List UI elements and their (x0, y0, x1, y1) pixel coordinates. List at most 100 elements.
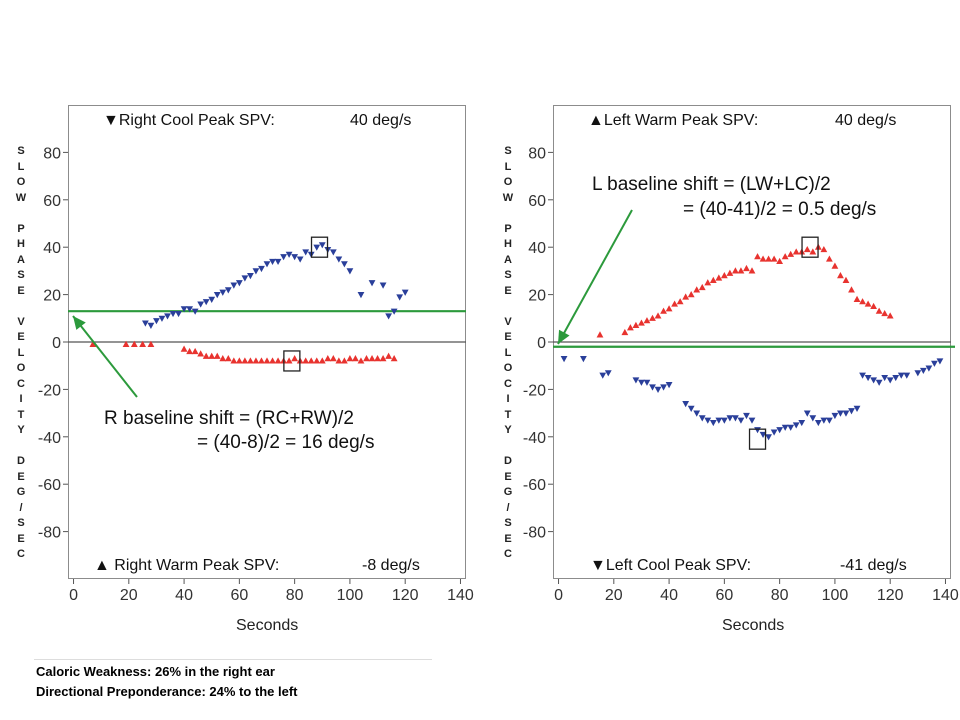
y-tick-label: -40 (38, 430, 61, 447)
data-point-down-triangle (247, 273, 254, 280)
data-point-up-triangle (709, 276, 717, 283)
data-point-down-triangle (925, 365, 933, 372)
annotation-arrow-head (558, 329, 570, 344)
data-point-down-triangle (164, 313, 171, 320)
right-annotation-line2: = (40-41)/2 = 0.5 deg/s (683, 199, 877, 220)
data-point-down-triangle (693, 410, 701, 417)
data-point-down-triangle (235, 280, 243, 287)
data-point-up-triangle (180, 345, 188, 352)
data-point-down-triangle (141, 320, 149, 327)
data-point-up-triangle (875, 307, 883, 314)
x-tick-label: 60 (230, 587, 248, 604)
data-point-down-triangle (329, 249, 337, 256)
y-tick-label: 40 (528, 240, 546, 257)
data-point-up-triangle (329, 354, 337, 362)
y-tick-label: 0 (52, 335, 61, 352)
data-point-up-triangle (235, 357, 243, 364)
right-bottom-peak-value: -41 deg/s (840, 557, 907, 574)
left-x-axis-title: Seconds (236, 617, 299, 634)
data-point-up-triangle (715, 274, 723, 281)
data-point-down-triangle (776, 427, 784, 434)
data-point-up-triangle (870, 302, 878, 310)
y-tick-label: 40 (43, 240, 61, 257)
data-point-up-triangle (859, 298, 866, 305)
y-tick-label: -20 (38, 382, 61, 399)
data-point-up-triangle (665, 305, 673, 312)
data-point-down-triangle (385, 313, 393, 320)
data-point-up-triangle (660, 307, 667, 314)
data-point-up-triangle (352, 354, 359, 362)
y-tick-label: 20 (43, 288, 61, 305)
data-point-down-triangle (848, 408, 855, 415)
data-point-down-triangle (831, 412, 839, 420)
data-point-down-triangle (280, 254, 287, 261)
data-point-up-triangle (247, 357, 254, 364)
data-point-up-triangle (252, 357, 260, 364)
data-point-up-triangle (224, 354, 232, 362)
right-annotation-line1: L baseline shift = (LW+LC)/2 (592, 174, 831, 195)
data-point-up-triangle (754, 253, 761, 260)
data-point-up-triangle (621, 328, 629, 336)
data-point-down-triangle (274, 258, 282, 266)
x-tick-label: 80 (771, 587, 789, 604)
data-point-up-triangle (219, 354, 227, 362)
data-point-down-triangle (709, 419, 717, 427)
data-point-down-triangle (654, 386, 662, 393)
data-point-up-triangle (291, 354, 299, 362)
data-point-up-triangle (122, 340, 130, 347)
data-point-up-triangle (302, 357, 310, 364)
data-point-up-triangle (346, 354, 354, 362)
data-point-down-triangle (604, 370, 612, 377)
data-point-down-triangle (886, 377, 894, 384)
data-point-up-triangle (368, 354, 376, 362)
data-point-down-triangle (809, 415, 817, 422)
data-point-down-triangle (698, 415, 706, 422)
data-point-down-triangle (743, 412, 750, 420)
data-point-down-triangle (931, 360, 938, 367)
data-point-down-triangle (219, 289, 227, 296)
data-point-down-triangle (340, 261, 348, 268)
data-point-down-triangle (803, 410, 811, 417)
data-point-down-triangle (792, 422, 800, 429)
x-tick-label: 80 (286, 587, 304, 604)
data-point-up-triangle (643, 317, 651, 324)
data-point-up-triangle (313, 357, 321, 364)
data-point-down-triangle (704, 417, 712, 424)
data-point-down-triangle (230, 282, 238, 289)
data-point-down-triangle (197, 301, 205, 308)
data-point-up-triangle (139, 340, 147, 347)
data-point-down-triangle (897, 372, 905, 379)
data-point-down-triangle (401, 289, 409, 296)
data-point-up-triangle (687, 291, 695, 298)
data-point-down-triangle (754, 427, 761, 434)
data-point-up-triangle (130, 340, 138, 347)
data-point-down-triangle (720, 417, 728, 424)
data-point-up-triangle (318, 357, 326, 364)
data-point-down-triangle (643, 379, 651, 386)
y-tick-label: 80 (528, 145, 546, 162)
data-point-up-triangle (726, 269, 734, 276)
data-point-down-triangle (252, 268, 260, 275)
data-point-down-triangle (302, 249, 310, 256)
data-point-down-triangle (186, 306, 194, 313)
left-y-axis-title: S L O W P H A S E V E L O C I T Y D E G … (15, 145, 27, 560)
data-point-up-triangle (732, 267, 739, 274)
data-point-up-triangle (748, 267, 756, 274)
data-point-up-triangle (765, 255, 772, 262)
data-point-up-triangle (258, 357, 265, 364)
peak-marker-box (283, 350, 301, 372)
left-annotation-line1: R baseline shift = (RC+RW)/2 (104, 408, 354, 429)
data-point-up-triangle (632, 321, 640, 329)
data-point-down-triangle (798, 419, 806, 427)
data-point-down-triangle (660, 384, 667, 391)
data-point-down-triangle (726, 415, 734, 422)
data-point-down-triangle (649, 384, 656, 391)
data-point-down-triangle (560, 355, 568, 363)
data-point-down-triangle (892, 374, 900, 382)
data-point-up-triangle (676, 298, 684, 305)
x-tick-label: 0 (554, 587, 563, 604)
data-point-up-triangle (693, 286, 701, 293)
data-point-up-triangle (230, 357, 238, 364)
data-point-down-triangle (213, 292, 221, 299)
